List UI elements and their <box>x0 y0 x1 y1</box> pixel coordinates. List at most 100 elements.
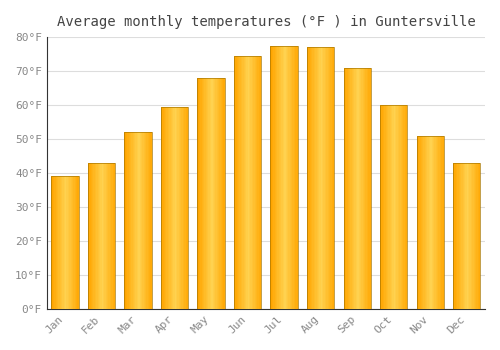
Bar <box>330 47 332 309</box>
Bar <box>456 163 457 309</box>
Bar <box>344 68 345 309</box>
Bar <box>438 135 440 309</box>
Bar <box>242 56 244 309</box>
Bar <box>350 68 352 309</box>
Bar <box>146 132 148 309</box>
Bar <box>207 78 208 309</box>
Bar <box>404 105 406 309</box>
Bar <box>138 132 140 309</box>
Bar <box>142 132 144 309</box>
Bar <box>180 107 182 309</box>
Bar <box>176 107 178 309</box>
Bar <box>70 176 72 309</box>
Bar <box>354 68 356 309</box>
Bar <box>244 56 245 309</box>
Bar <box>61 176 62 309</box>
Bar <box>346 68 348 309</box>
Bar <box>199 78 200 309</box>
Bar <box>112 163 114 309</box>
Bar <box>284 46 286 309</box>
Bar <box>287 46 288 309</box>
Bar <box>72 176 74 309</box>
Bar <box>349 68 350 309</box>
Bar <box>254 56 256 309</box>
Bar <box>124 132 152 309</box>
Bar <box>57 176 58 309</box>
Bar <box>472 163 474 309</box>
Bar <box>370 68 371 309</box>
Bar <box>428 135 429 309</box>
Bar <box>241 56 242 309</box>
Bar <box>98 163 99 309</box>
Bar <box>204 78 206 309</box>
Bar <box>437 135 438 309</box>
Bar <box>54 176 56 309</box>
Bar <box>464 163 466 309</box>
Bar <box>60 176 61 309</box>
Bar <box>466 163 468 309</box>
Bar <box>234 56 262 309</box>
Bar <box>236 56 238 309</box>
Bar <box>332 47 333 309</box>
Bar <box>383 105 384 309</box>
Bar <box>280 46 281 309</box>
Bar <box>68 176 69 309</box>
Bar <box>224 78 225 309</box>
Bar <box>307 47 334 309</box>
Bar <box>69 176 70 309</box>
Bar <box>99 163 100 309</box>
Bar <box>315 47 316 309</box>
Bar <box>165 107 166 309</box>
Bar <box>384 105 386 309</box>
Bar <box>184 107 186 309</box>
Bar <box>78 176 79 309</box>
Bar <box>102 163 103 309</box>
Bar <box>345 68 346 309</box>
Bar <box>433 135 434 309</box>
Bar <box>318 47 320 309</box>
Bar <box>88 163 116 309</box>
Bar <box>290 46 291 309</box>
Bar <box>387 105 388 309</box>
Bar <box>270 46 298 309</box>
Bar <box>312 47 314 309</box>
Bar <box>132 132 134 309</box>
Bar <box>198 78 199 309</box>
Bar <box>325 47 326 309</box>
Bar <box>426 135 428 309</box>
Bar <box>62 176 64 309</box>
Bar <box>282 46 283 309</box>
Bar <box>329 47 330 309</box>
Bar <box>186 107 187 309</box>
Bar <box>380 105 382 309</box>
Bar <box>270 46 272 309</box>
Bar <box>392 105 394 309</box>
Bar <box>324 47 325 309</box>
Bar <box>218 78 220 309</box>
Bar <box>182 107 183 309</box>
Bar <box>56 176 57 309</box>
Bar <box>425 135 426 309</box>
Bar <box>442 135 444 309</box>
Bar <box>203 78 204 309</box>
Bar <box>260 56 262 309</box>
Bar <box>288 46 290 309</box>
Bar <box>316 47 318 309</box>
Bar <box>74 176 76 309</box>
Bar <box>104 163 106 309</box>
Bar <box>92 163 94 309</box>
Bar <box>161 107 162 309</box>
Bar <box>212 78 214 309</box>
Bar <box>246 56 248 309</box>
Bar <box>391 105 392 309</box>
Bar <box>476 163 478 309</box>
Bar <box>406 105 407 309</box>
Bar <box>416 135 418 309</box>
Bar <box>320 47 322 309</box>
Bar <box>475 163 476 309</box>
Bar <box>462 163 464 309</box>
Bar <box>479 163 480 309</box>
Bar <box>333 47 334 309</box>
Bar <box>286 46 287 309</box>
Bar <box>245 56 246 309</box>
